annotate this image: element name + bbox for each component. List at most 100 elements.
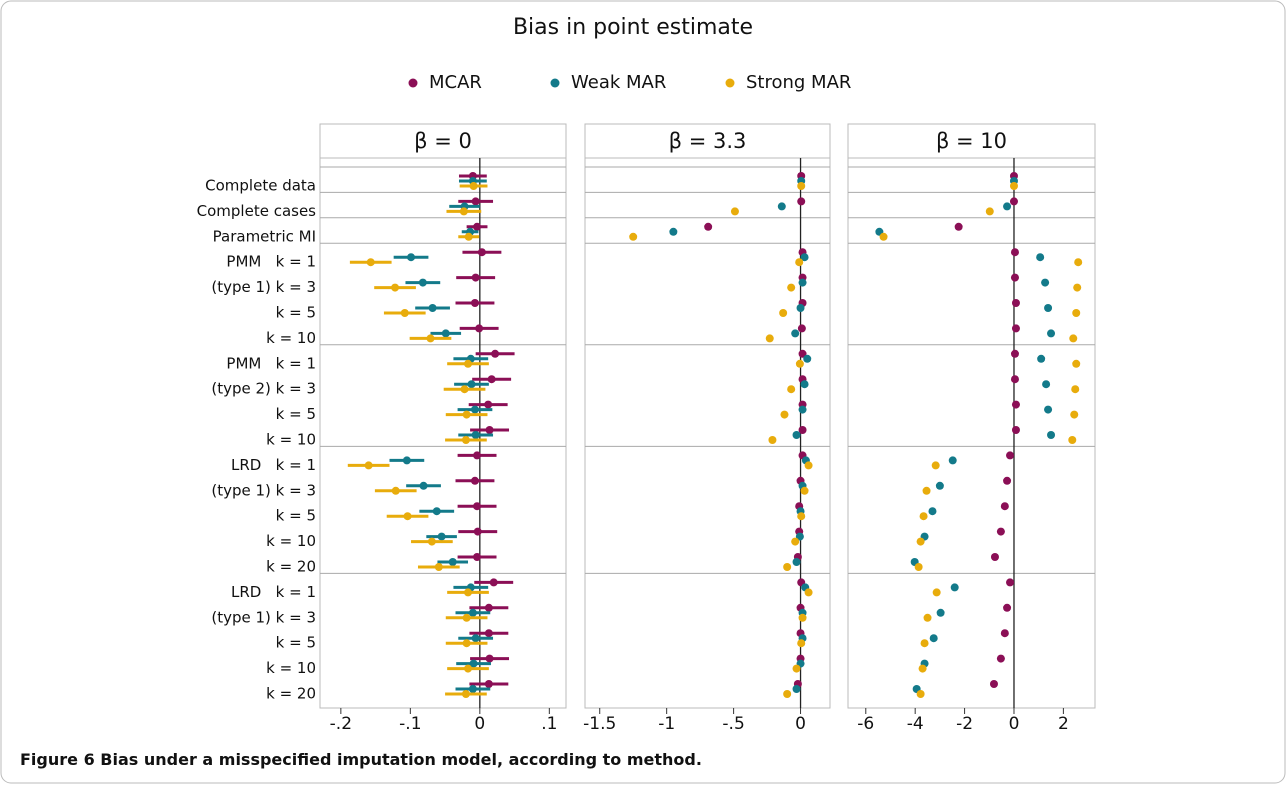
point <box>471 634 480 643</box>
point <box>470 405 479 414</box>
point <box>1072 359 1081 368</box>
point <box>950 583 959 592</box>
point <box>777 202 786 211</box>
row-label: (type 2) k = 3 <box>211 380 316 398</box>
point <box>929 634 938 643</box>
point <box>1006 451 1015 460</box>
point <box>1068 436 1077 444</box>
point <box>985 207 994 216</box>
x-tick-label: -4 <box>907 714 924 734</box>
point <box>669 227 678 236</box>
point <box>916 690 925 698</box>
point <box>795 359 804 368</box>
point <box>798 426 807 434</box>
x-tick-label: -.2 <box>330 714 352 734</box>
point <box>471 273 480 282</box>
point <box>918 664 927 673</box>
point <box>797 512 806 521</box>
panel-border <box>584 157 831 709</box>
point <box>1044 405 1053 414</box>
panel-header <box>584 123 831 159</box>
point <box>475 324 484 333</box>
point <box>1000 502 1009 511</box>
point <box>780 410 789 419</box>
point <box>1003 603 1012 612</box>
x-tick-label: -2 <box>956 714 973 734</box>
point <box>464 588 473 597</box>
caption-label: Figure 6 <box>20 750 95 769</box>
point <box>469 182 478 190</box>
point <box>471 197 480 206</box>
point <box>366 258 375 267</box>
point <box>468 685 477 693</box>
point <box>704 222 713 231</box>
point <box>470 476 479 485</box>
point <box>487 375 496 384</box>
point <box>990 553 999 561</box>
panel-title: β = 10 <box>936 129 1007 153</box>
point <box>1047 431 1056 439</box>
point <box>797 324 806 333</box>
point <box>797 197 806 206</box>
point <box>922 486 931 495</box>
point <box>432 507 441 516</box>
point <box>931 461 940 470</box>
point <box>1006 578 1015 587</box>
point <box>919 512 928 521</box>
point <box>791 329 800 338</box>
panel-header <box>319 123 567 159</box>
point <box>434 563 443 571</box>
point <box>783 563 792 571</box>
point <box>797 182 806 190</box>
point <box>1041 278 1050 287</box>
point <box>473 502 482 511</box>
panel-border <box>847 157 1096 709</box>
point <box>800 253 809 262</box>
point <box>427 537 436 546</box>
point <box>473 553 482 561</box>
point <box>1044 304 1053 312</box>
point <box>484 629 493 638</box>
point <box>792 558 801 566</box>
point <box>796 304 805 312</box>
point <box>1036 253 1045 262</box>
x-tick-label: -.1 <box>399 714 421 734</box>
legend-label: Weak MAR <box>571 72 666 93</box>
point <box>462 639 471 648</box>
point <box>629 232 638 241</box>
point <box>491 349 500 358</box>
point <box>461 436 470 444</box>
point <box>916 537 925 546</box>
point <box>1037 354 1046 363</box>
point <box>391 486 400 495</box>
point <box>1003 476 1012 485</box>
caption: Figure 6 Bias under a misspecified imput… <box>20 750 702 769</box>
point <box>1071 385 1080 394</box>
point <box>402 456 411 465</box>
point <box>928 507 937 516</box>
row-label: Complete data <box>205 177 316 195</box>
point <box>800 380 809 389</box>
point <box>800 486 809 495</box>
point <box>787 283 796 292</box>
point <box>1072 309 1081 317</box>
point <box>1011 426 1020 434</box>
point <box>1010 375 1019 384</box>
point <box>484 680 493 688</box>
point <box>473 222 482 231</box>
point <box>996 654 1005 663</box>
point <box>1010 349 1019 358</box>
x-tick-label: -1 <box>658 714 675 734</box>
point <box>400 309 409 317</box>
row-label: k = 20 <box>266 558 316 576</box>
x-tick-label: 0 <box>1009 714 1020 734</box>
point <box>798 349 807 358</box>
point <box>792 664 801 673</box>
point <box>795 258 804 267</box>
legend-marker <box>725 78 735 88</box>
point <box>795 532 804 541</box>
point <box>920 639 929 648</box>
point <box>765 334 774 343</box>
point <box>1069 334 1078 343</box>
